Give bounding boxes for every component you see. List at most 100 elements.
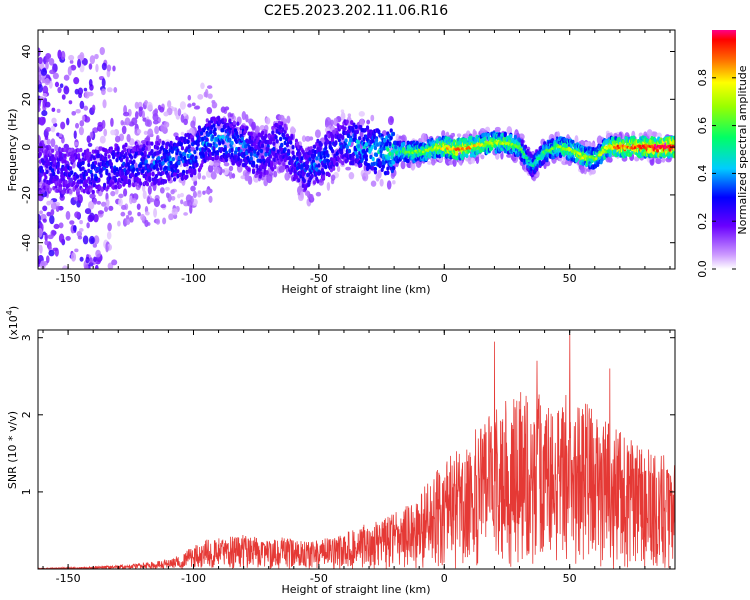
spectrogram-cell — [121, 150, 125, 155]
spectrogram-cell — [353, 133, 357, 138]
spectrogram-cell — [180, 199, 184, 205]
spectrogram-cell — [344, 138, 348, 143]
spectrogram-cell — [373, 145, 378, 151]
spectrogram-cell — [256, 151, 260, 156]
spectrogram-cell — [187, 144, 191, 149]
spectrogram-cell — [75, 187, 80, 193]
spectrogram-cell — [123, 188, 128, 197]
spectrogram-cell — [365, 125, 370, 130]
spectrogram-cell — [251, 121, 256, 131]
spectrogram-cell — [132, 159, 136, 164]
spectrogram-cell — [291, 150, 295, 156]
spectrogram-cell — [330, 148, 335, 154]
spectrogram-cell — [351, 161, 355, 166]
spectrogram-cell — [187, 199, 192, 207]
spectrogram-cell — [124, 142, 128, 148]
spectrogram-cell — [347, 148, 352, 154]
spectrogram-cell — [431, 158, 436, 166]
spectrogram-cell — [62, 183, 66, 188]
spectrogram-cell — [193, 149, 197, 155]
spectrogram-cell — [49, 199, 54, 205]
spectrogram-cell — [285, 164, 290, 170]
spectrogram-cell — [42, 205, 48, 212]
spectrogram-cell — [45, 101, 51, 108]
spectrogram-cell — [216, 115, 221, 120]
spectrogram-cell — [214, 143, 218, 148]
spectrogram-cell — [340, 112, 346, 121]
spectrogram-cell — [509, 133, 513, 139]
spectrogram-cell — [177, 108, 182, 117]
spectrogram-cell — [359, 162, 363, 168]
spectrogram-cell — [68, 100, 73, 105]
spectrogram-cell — [271, 167, 275, 172]
spectrogram-cell — [366, 119, 371, 125]
spectrogram-cell — [213, 127, 217, 132]
spectrogram-cell — [117, 220, 121, 227]
spectrogram-cell — [249, 152, 253, 157]
spectrogram-cell — [176, 148, 180, 153]
spectrogram-cell — [276, 149, 280, 154]
spectrogram-cell — [406, 158, 410, 164]
spectrogram-cell — [204, 151, 208, 156]
spectrogram-cell — [63, 74, 70, 81]
spectrogram-cell — [61, 94, 66, 100]
spectrogram-core-cell — [519, 148, 523, 151]
spectrogram-cell — [88, 78, 93, 87]
spectrogram-core-cell — [498, 140, 502, 144]
spectrogram-cell — [634, 156, 640, 162]
spectrogram-cell — [125, 214, 130, 220]
spectrogram-cell — [86, 135, 92, 143]
spectrogram-cell — [79, 256, 84, 262]
spectrogram-cell — [179, 101, 186, 110]
spectrogram-cell — [40, 68, 47, 76]
spectrogram-cell — [358, 136, 362, 141]
spectrogram-cell — [78, 228, 84, 232]
spectrogram-cell — [213, 131, 217, 137]
spectrogram-cell — [387, 115, 394, 126]
spectrogram-cell — [50, 138, 56, 148]
spectrogram-cell — [371, 156, 375, 162]
spectrogram-cell — [316, 138, 320, 144]
spectrogram-core-cell — [534, 160, 538, 164]
spectrogram-cell — [283, 157, 287, 163]
spectrogram-cell — [354, 124, 358, 130]
spectrogram-cell — [140, 213, 145, 221]
spectrogram-cell — [200, 82, 205, 90]
spectrogram-cell — [655, 158, 662, 165]
spectrogram-cell — [86, 222, 90, 229]
spectrogram-cell — [167, 175, 171, 180]
spectrogram-cell — [259, 148, 264, 154]
spectrogram-cell — [315, 156, 319, 161]
spectrogram-cell — [44, 232, 48, 242]
spectrogram-cell — [86, 148, 90, 153]
spectrogram-cell — [118, 198, 123, 207]
spectrogram-cell — [223, 118, 227, 123]
spectrogram-cell — [350, 120, 354, 125]
spectrogram-x-tick-label: 0 — [441, 272, 448, 285]
spectrogram-cell — [134, 182, 138, 187]
spectrogram-cell — [197, 93, 204, 100]
spectrogram-cell — [114, 178, 118, 183]
spectrogram-cell — [150, 141, 154, 146]
spectrogram-cell — [46, 211, 52, 217]
spectrogram-cell — [207, 122, 212, 127]
spectrogram-cell — [74, 141, 79, 146]
spectrogram-cell — [370, 114, 375, 122]
spectrogram-cell — [197, 190, 202, 195]
spectrogram-cell — [145, 141, 150, 146]
spectrogram-core-cell — [537, 157, 541, 160]
spectrogram-cell — [139, 163, 143, 169]
spectrogram-cell — [49, 176, 54, 181]
spectrogram-cell — [227, 152, 231, 158]
spectrogram-cell — [391, 131, 396, 137]
spectrogram-cell — [355, 129, 359, 135]
spectrogram-cell — [73, 77, 80, 85]
spectrogram-cell — [400, 134, 407, 144]
spectrogram-cell — [129, 216, 134, 223]
spectrogram-cell — [93, 283, 97, 291]
spectrogram-cell — [290, 135, 294, 140]
spectrogram-cell — [297, 178, 301, 183]
spectrogram-cell — [87, 142, 93, 148]
spectrogram-cell — [240, 175, 246, 180]
spectrogram-cell — [63, 153, 67, 158]
